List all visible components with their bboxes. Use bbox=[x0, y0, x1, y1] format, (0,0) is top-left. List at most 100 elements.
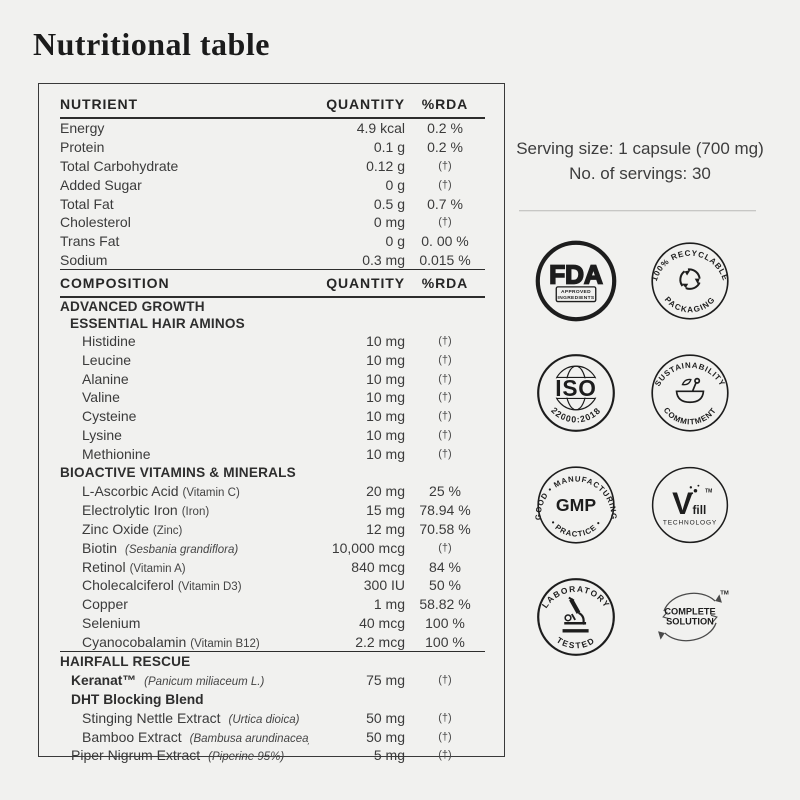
svg-text:APPROVED: APPROVED bbox=[561, 289, 591, 295]
table-row: Added Sugar 0 g (†) bbox=[60, 175, 485, 194]
serving-info: Serving size: 1 capsule (700 mg) No. of … bbox=[516, 136, 764, 186]
table-row: Bamboo Extract (Bambusa arundinacea) 50 m… bbox=[60, 727, 485, 746]
table-row: Copper 1 mg 58.82 % bbox=[60, 595, 485, 614]
rda-value: (†) bbox=[438, 711, 452, 724]
nutrient-name-cell: Sodium bbox=[60, 252, 309, 268]
table-row: DHT Blocking Blend bbox=[60, 690, 485, 709]
nutrient-note: (Zinc) bbox=[152, 524, 183, 537]
nutrition-table: NUTRIENT QUANTITY %RDA Energy 4.9 kcal 0… bbox=[38, 83, 505, 763]
table-row: Histidine 10 mg (†) bbox=[60, 332, 485, 351]
table-row: HAIRFALL RESCUE bbox=[60, 651, 485, 671]
table-row: Alanine 10 mg (†) bbox=[60, 369, 485, 388]
serving-size: Serving size: 1 capsule (700 mg) bbox=[516, 139, 764, 158]
nutrient-name-cell: Cyanocobalamin (Vitamin B12) bbox=[82, 634, 309, 650]
nutrient-name: Bamboo Extract bbox=[82, 728, 182, 745]
svg-text:TM: TM bbox=[720, 590, 729, 596]
nutrient-note: (Vitamin D3) bbox=[177, 581, 242, 594]
nutrient-name: BIOACTIVE VITAMINS & MINERALS bbox=[60, 465, 296, 481]
svg-text:TECHNOLOGY: TECHNOLOGY bbox=[663, 519, 717, 526]
nutrient-name-cell: Added Sugar bbox=[60, 177, 309, 193]
quantity-value: 0.3 mg bbox=[362, 251, 405, 268]
svg-text:V: V bbox=[672, 486, 693, 521]
svg-text:COMMITMENT: COMMITMENT bbox=[662, 406, 719, 427]
rda-value: 84 % bbox=[429, 558, 461, 575]
quantity-value: 0.1 g bbox=[373, 139, 405, 156]
nutrient-name-cell: Biotin (Sesbania grandiflora) bbox=[82, 540, 309, 556]
nutrient-name: Cholesterol bbox=[60, 214, 131, 231]
nutrient-latin-name: (Sesbania grandiflora) bbox=[125, 543, 239, 556]
nutrient-name: DHT Blocking Blend bbox=[71, 691, 204, 707]
nutrient-name-cell: Total Fat bbox=[60, 196, 309, 212]
svg-text:TESTED: TESTED bbox=[555, 635, 597, 651]
nutrient-name-cell: Protein bbox=[60, 139, 309, 155]
nutrient-name-cell: Energy bbox=[60, 120, 309, 136]
nutrient-name-cell: HAIRFALL RESCUE bbox=[60, 654, 309, 669]
mortar-leaf-icon: SUSTAINABILITY COMMITMENT bbox=[651, 354, 729, 432]
svg-text:TM: TM bbox=[705, 488, 712, 494]
nutrient-name-cell: ESSENTIAL HAIR AMINOS bbox=[70, 316, 309, 331]
nutrient-name-cell: Histidine bbox=[82, 333, 309, 349]
rda-value: 50 % bbox=[429, 577, 461, 594]
nutrient-name: Biotin bbox=[82, 539, 118, 556]
quantity-value: 1 mg bbox=[373, 596, 405, 613]
quantity-value: 10 mg bbox=[366, 426, 405, 443]
quantity-value: 10,000 mcg bbox=[331, 539, 405, 556]
nutrient-name: ESSENTIAL HAIR AMINOS bbox=[70, 315, 245, 331]
table-row: COMPOSITION QUANTITY %RDA bbox=[60, 269, 485, 299]
table-row: Lysine 10 mg (†) bbox=[60, 426, 485, 445]
complete-solution-badge: COMPLETE SOLUTION TM bbox=[648, 575, 732, 659]
nutrient-name-cell: BIOACTIVE VITAMINS & MINERALS bbox=[60, 465, 309, 480]
table-row: Total Carbohydrate 0.12 g (†) bbox=[60, 157, 485, 176]
nutrient-name-cell: Leucine bbox=[82, 352, 309, 368]
rda-value: (†) bbox=[438, 730, 452, 743]
table-row: Selenium 40 mcg 100 % bbox=[60, 614, 485, 633]
nutrient-name-cell: Cysteine bbox=[82, 408, 309, 424]
gmp-seal-icon: GOOD • MANUFACTURING • PRACTICE • GMP bbox=[534, 466, 617, 544]
table-row: Biotin (Sesbania grandiflora) 10,000 mcg … bbox=[60, 538, 485, 557]
nutrient-name-cell: Methionine bbox=[82, 446, 309, 462]
rda-value: (†) bbox=[438, 447, 452, 460]
nutrient-name: Trans Fat bbox=[60, 233, 120, 250]
quantity-value: 15 mg bbox=[366, 502, 405, 519]
fda-approved-badge: FDA APPROVED INGREDIENTS bbox=[534, 239, 618, 323]
table-row: Zinc Oxide (Zinc) 12 mg 70.58 % bbox=[60, 520, 485, 539]
quantity-value: 10 mg bbox=[366, 389, 405, 406]
table-row: Cholecalciferol (Vitamin D3) 300 IU 50 % bbox=[60, 576, 485, 595]
nutrient-latin-name: (Bambusa arundinacea) bbox=[189, 732, 309, 745]
table-row: Sodium 0.3 mg 0.015 % bbox=[60, 251, 485, 270]
nutrient-name-cell: Electrolytic Iron (Iron) bbox=[82, 502, 309, 518]
rda-value: 100 % bbox=[425, 614, 465, 631]
svg-text:22000:2018: 22000:2018 bbox=[549, 405, 603, 424]
nutrient-name: Protein bbox=[60, 139, 105, 156]
nutrient-name: Histidine bbox=[82, 332, 136, 349]
table-row: ESSENTIAL HAIR AMINOS bbox=[60, 315, 485, 332]
table-row: Leucine 10 mg (†) bbox=[60, 350, 485, 369]
quantity-value: 5 mg bbox=[373, 747, 405, 764]
nutrient-name: Alanine bbox=[82, 370, 129, 387]
table-row: BIOACTIVE VITAMINS & MINERALS bbox=[60, 463, 485, 482]
rda-value: 0.015 % bbox=[419, 251, 471, 268]
svg-text:SOLUTION: SOLUTION bbox=[666, 617, 714, 627]
nutrient-name: L-Ascorbic Acid bbox=[82, 483, 179, 500]
nutrient-name: Selenium bbox=[82, 614, 141, 631]
iso-globe-icon: ISO 22000:2018 bbox=[537, 354, 615, 432]
nutrient-name: ADVANCED GROWTH bbox=[60, 299, 205, 315]
divider-line bbox=[519, 210, 756, 212]
fda-icon: FDA APPROVED INGREDIENTS bbox=[535, 240, 617, 322]
table-row: Cholesterol 0 mg (†) bbox=[60, 213, 485, 232]
table-row: Cyanocobalamin (Vitamin B12) 2.2 mcg 100 … bbox=[60, 632, 485, 651]
nutrient-name: Cysteine bbox=[82, 408, 137, 425]
nutrient-name: NUTRIENT bbox=[60, 95, 138, 112]
rda-value: 100 % bbox=[425, 633, 465, 650]
nutrient-name: HAIRFALL RESCUE bbox=[60, 654, 191, 669]
nutrient-name-cell: Cholecalciferol (Vitamin D3) bbox=[82, 577, 309, 593]
nutrient-name-cell: Total Carbohydrate bbox=[60, 158, 309, 174]
nutrient-name: COMPOSITION bbox=[60, 275, 170, 292]
nutrient-name-cell: Trans Fat bbox=[60, 233, 309, 249]
rda-value: 70.58 % bbox=[419, 520, 471, 537]
nutrient-name-cell: Zinc Oxide (Zinc) bbox=[82, 521, 309, 537]
nutrient-name: Cholecalciferol bbox=[82, 577, 174, 594]
rda-value: (†) bbox=[438, 353, 452, 366]
nutrient-name: Cyanocobalamin bbox=[82, 633, 187, 650]
